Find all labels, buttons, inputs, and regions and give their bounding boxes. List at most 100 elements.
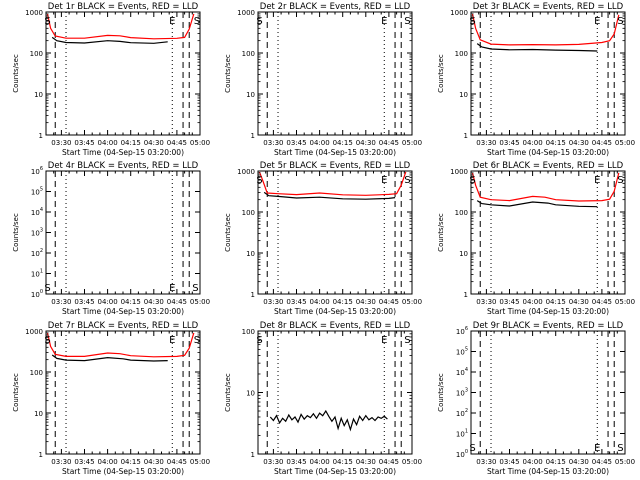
- x-tick-label: 04:15: [333, 458, 353, 466]
- x-tick-label: 05:00: [190, 458, 210, 466]
- x-tick-label: 04:00: [523, 298, 543, 306]
- chart-det-1r: Det 1r BLACK = Events, RED = LLD 1 10 100 10…: [12, 2, 210, 157]
- y-axis-label: Counts/sec: [12, 213, 20, 252]
- x-tick-label: 03:45: [499, 298, 519, 306]
- y-tick-label: 105: [456, 347, 468, 357]
- marker-label-s: S: [256, 16, 262, 27]
- y-axis-label: Counts/sec: [437, 54, 445, 93]
- marker-label-s: S: [256, 335, 262, 346]
- x-tick-label: 04:15: [121, 298, 141, 306]
- x-tick-label: 04:45: [379, 298, 399, 306]
- y-tick-label: 104: [31, 207, 43, 217]
- x-tick-label: 04:30: [569, 458, 589, 466]
- marker-label-s: S: [469, 443, 475, 454]
- x-tick-label: 04:15: [546, 458, 566, 466]
- x-tick-label: 04:30: [569, 139, 589, 147]
- x-tick-label: 03:30: [51, 139, 71, 147]
- chart-det-6r: Det 6r BLACK = Events, RED = LLD 1 10 100 10…: [437, 161, 635, 316]
- y-tick-label: 1000: [450, 9, 468, 17]
- x-tick-label: 03:30: [476, 458, 496, 466]
- series-events: [269, 409, 388, 432]
- x-tick-label: 04:30: [356, 298, 376, 306]
- marker-label-e: E: [169, 335, 175, 346]
- x-tick-label: 03:45: [499, 139, 519, 147]
- x-tick-label: 04:00: [310, 458, 330, 466]
- marker-label-e: E: [381, 175, 387, 186]
- y-tick-label: 1: [39, 451, 43, 459]
- x-axis-label: Start Time (04-Sep-15 03:20:00): [274, 467, 396, 476]
- x-tick-label: 03:45: [74, 298, 94, 306]
- y-tick-label: 1000: [25, 328, 43, 336]
- chart-title: Det 9r BLACK = Events, RED = LLD: [473, 321, 624, 331]
- y-tick-label: 1000: [237, 168, 255, 176]
- marker-label-e: E: [169, 16, 175, 27]
- marker-label-e: E: [594, 175, 600, 186]
- y-tick-label: 1: [251, 291, 255, 299]
- y-tick-label: 103: [31, 228, 43, 238]
- x-axis-label: Start Time (04-Sep-15 03:20:00): [274, 148, 396, 157]
- marker-label-e: E: [594, 16, 600, 27]
- x-tick-label: 03:30: [476, 139, 496, 147]
- y-axis-label: Counts/sec: [224, 54, 232, 93]
- y-tick-label: 100: [242, 328, 255, 336]
- marker-label-s: S: [44, 16, 50, 27]
- y-tick-label: 1000: [237, 9, 255, 17]
- chart-title: Det 1r BLACK = Events, RED = LLD: [48, 2, 199, 12]
- x-tick-label: 04:45: [379, 458, 399, 466]
- y-tick-label: 101: [456, 429, 468, 439]
- x-tick-label: 04:30: [356, 458, 376, 466]
- x-tick-label: 04:15: [546, 298, 566, 306]
- plot-frame: [470, 170, 626, 295]
- x-tick-label: 05:00: [615, 458, 635, 466]
- y-axis-label: Counts/sec: [12, 373, 20, 412]
- x-tick-label: 04:00: [523, 139, 543, 147]
- chart-title: Det 7r BLACK = Events, RED = LLD: [48, 321, 199, 331]
- marker-label-e: E: [594, 443, 600, 454]
- series-lld: [258, 171, 407, 196]
- x-tick-label: 04:30: [144, 298, 164, 306]
- chart-det-2r: Det 2r BLACK = Events, RED = LLD 1 10 100 10…: [224, 2, 422, 157]
- x-tick-label: 04:30: [144, 139, 164, 147]
- y-tick-label: 10: [246, 91, 255, 99]
- marker-label-s: S: [256, 175, 262, 186]
- y-tick-label: 101: [31, 269, 43, 279]
- marker-label-s: S: [404, 335, 410, 346]
- x-tick-label: 04:45: [379, 139, 399, 147]
- x-axis-label: Start Time (04-Sep-15 03:20:00): [487, 307, 609, 316]
- y-tick-label: 104: [456, 367, 468, 377]
- chart-title: Det 5r BLACK = Events, RED = LLD: [260, 161, 411, 171]
- x-axis-label: Start Time (04-Sep-15 03:20:00): [274, 307, 396, 316]
- marker-label-s: S: [404, 16, 410, 27]
- x-tick-label: 04:45: [167, 139, 187, 147]
- x-tick-label: 04:00: [98, 458, 118, 466]
- series-events: [476, 43, 598, 52]
- y-tick-label: 100: [456, 449, 468, 459]
- series-lld: [471, 172, 620, 202]
- y-tick-label: 10: [34, 410, 43, 418]
- y-tick-label: 10: [459, 250, 468, 258]
- x-tick-label: 04:15: [121, 458, 141, 466]
- y-axis-label: Counts/sec: [437, 373, 445, 412]
- y-axis-label: Counts/sec: [12, 54, 20, 93]
- x-tick-label: 03:45: [74, 458, 94, 466]
- marker-label-e: E: [169, 283, 175, 294]
- y-tick-label: 100: [455, 209, 468, 217]
- x-tick-label: 03:30: [51, 298, 71, 306]
- x-tick-label: 04:00: [523, 458, 543, 466]
- x-tick-label: 03:30: [51, 458, 71, 466]
- y-tick-label: 103: [456, 388, 468, 398]
- x-axis-label: Start Time (04-Sep-15 03:20:00): [62, 148, 184, 157]
- y-tick-label: 102: [31, 248, 43, 258]
- y-tick-label: 10: [246, 250, 255, 258]
- chart-title: Det 4r BLACK = Events, RED = LLD: [48, 161, 199, 171]
- x-tick-label: 05:00: [402, 298, 422, 306]
- marker-label-s: S: [469, 175, 475, 186]
- chart-det-9r: Det 9r BLACK = Events, RED = LLD 100 101 10…: [437, 321, 635, 476]
- x-tick-label: 04:00: [310, 298, 330, 306]
- chart-title: Det 6r BLACK = Events, RED = LLD: [473, 161, 624, 171]
- marker-label-s: S: [44, 283, 50, 294]
- x-tick-label: 04:00: [98, 139, 118, 147]
- y-axis-label: Counts/sec: [224, 373, 232, 412]
- x-tick-label: 03:30: [263, 298, 283, 306]
- x-axis-label: Start Time (04-Sep-15 03:20:00): [487, 148, 609, 157]
